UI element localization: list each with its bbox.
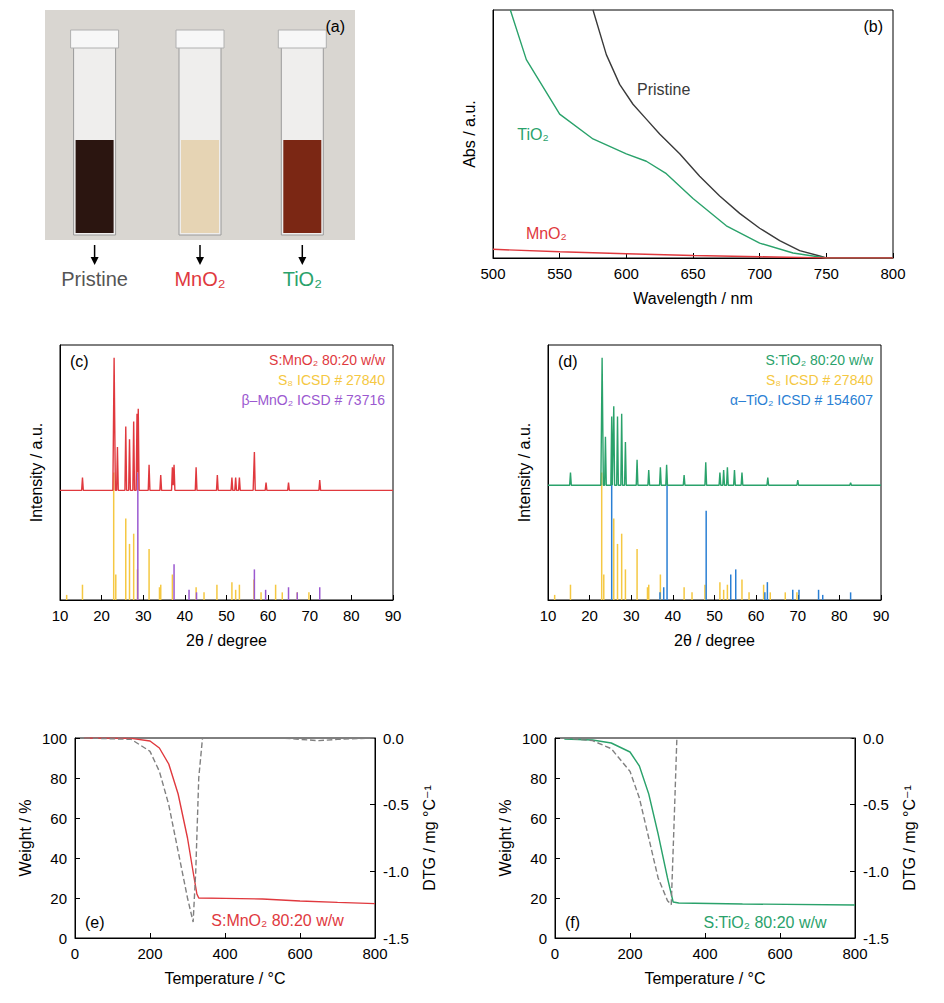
svg-text:30: 30 [623, 607, 640, 624]
svg-text:2θ / degree: 2θ / degree [186, 632, 267, 649]
svg-text:0: 0 [59, 930, 67, 947]
svg-text:0: 0 [539, 930, 547, 947]
svg-text:(d): (d) [558, 353, 578, 370]
svg-text:(f): (f) [565, 914, 580, 931]
svg-text:10: 10 [540, 607, 557, 624]
svg-text:2θ / degree: 2θ / degree [674, 632, 755, 649]
svg-text:600: 600 [767, 945, 792, 962]
svg-text:20: 20 [581, 607, 598, 624]
svg-text:Abs / a.u.: Abs / a.u. [461, 100, 478, 168]
svg-text:400: 400 [692, 945, 717, 962]
svg-text:800: 800 [362, 945, 387, 962]
svg-text:(e): (e) [85, 914, 105, 931]
svg-text:50: 50 [706, 607, 723, 624]
svg-text:α–TiO₂ ICSD # 154607: α–TiO₂ ICSD # 154607 [730, 392, 873, 408]
svg-text:Temperature / °C: Temperature / °C [644, 970, 765, 987]
svg-text:DTG / mg °C⁻¹: DTG / mg °C⁻¹ [421, 785, 438, 891]
svg-text:20: 20 [93, 607, 110, 624]
svg-text:MnO₂: MnO₂ [526, 225, 567, 242]
svg-text:80: 80 [530, 770, 547, 787]
svg-text:60: 60 [50, 810, 67, 827]
svg-text:MnO₂: MnO₂ [174, 268, 225, 290]
svg-text:100: 100 [42, 730, 67, 747]
svg-text:Wavelength / nm: Wavelength / nm [633, 290, 752, 307]
svg-text:Temperature / °C: Temperature / °C [164, 970, 285, 987]
svg-text:600: 600 [614, 265, 639, 282]
svg-text:Pristine: Pristine [637, 81, 690, 98]
svg-text:(a): (a) [325, 18, 345, 35]
svg-text:20: 20 [530, 890, 547, 907]
svg-text:40: 40 [50, 850, 67, 867]
svg-text:0: 0 [551, 945, 559, 962]
svg-text:800: 800 [880, 265, 905, 282]
svg-text:50: 50 [218, 607, 235, 624]
svg-text:30: 30 [135, 607, 152, 624]
svg-text:Intensity / a.u.: Intensity / a.u. [28, 423, 45, 523]
svg-text:550: 550 [547, 265, 572, 282]
svg-text:S₈ ICSD # 27840: S₈ ICSD # 27840 [278, 372, 385, 388]
svg-text:-1.0: -1.0 [383, 863, 409, 880]
svg-text:DTG / mg °C⁻¹: DTG / mg °C⁻¹ [901, 785, 918, 891]
svg-text:0.0: 0.0 [383, 730, 404, 747]
svg-text:100: 100 [522, 730, 547, 747]
svg-text:S:MnO₂ 80:20 w/w: S:MnO₂ 80:20 w/w [211, 912, 344, 929]
svg-text:Weight / %: Weight / % [17, 799, 34, 876]
svg-text:S₈ ICSD # 27840: S₈ ICSD # 27840 [766, 372, 873, 388]
svg-text:200: 200 [137, 945, 162, 962]
svg-text:0: 0 [71, 945, 79, 962]
svg-text:β–MnO₂ ICSD # 73716: β–MnO₂ ICSD # 73716 [242, 392, 386, 408]
svg-text:500: 500 [480, 265, 505, 282]
svg-text:60: 60 [748, 607, 765, 624]
svg-text:70: 70 [789, 607, 806, 624]
svg-text:-1.5: -1.5 [863, 930, 889, 947]
svg-text:60: 60 [530, 810, 547, 827]
svg-text:40: 40 [177, 607, 194, 624]
svg-text:80: 80 [50, 770, 67, 787]
svg-text:S:TiO₂ 80:20 w/w: S:TiO₂ 80:20 w/w [704, 914, 827, 931]
svg-text:650: 650 [680, 265, 705, 282]
svg-text:Pristine: Pristine [61, 268, 128, 290]
svg-text:60: 60 [260, 607, 277, 624]
svg-text:-1.5: -1.5 [383, 930, 409, 947]
svg-text:600: 600 [287, 945, 312, 962]
svg-text:40: 40 [665, 607, 682, 624]
svg-text:40: 40 [530, 850, 547, 867]
svg-text:Weight / %: Weight / % [497, 799, 514, 876]
svg-text:(b): (b) [863, 18, 883, 35]
svg-text:10: 10 [52, 607, 69, 624]
svg-text:S:TiO₂ 80:20 w/w: S:TiO₂ 80:20 w/w [765, 352, 874, 368]
svg-text:-0.5: -0.5 [383, 796, 409, 813]
svg-text:TiO₂: TiO₂ [283, 268, 322, 290]
svg-text:700: 700 [747, 265, 772, 282]
svg-text:90: 90 [873, 607, 890, 624]
svg-text:800: 800 [842, 945, 867, 962]
svg-text:750: 750 [814, 265, 839, 282]
svg-text:80: 80 [343, 607, 360, 624]
svg-text:Intensity / a.u.: Intensity / a.u. [516, 423, 533, 523]
svg-text:90: 90 [385, 607, 402, 624]
svg-text:200: 200 [617, 945, 642, 962]
svg-text:(c): (c) [70, 353, 89, 370]
svg-text:70: 70 [301, 607, 318, 624]
svg-text:-0.5: -0.5 [863, 796, 889, 813]
svg-text:S:MnO₂ 80:20 w/w: S:MnO₂ 80:20 w/w [269, 352, 386, 368]
svg-text:20: 20 [50, 890, 67, 907]
svg-text:0.0: 0.0 [863, 730, 884, 747]
svg-text:-1.0: -1.0 [863, 863, 889, 880]
svg-text:TiO₂: TiO₂ [517, 126, 548, 143]
svg-text:80: 80 [831, 607, 848, 624]
svg-text:400: 400 [212, 945, 237, 962]
